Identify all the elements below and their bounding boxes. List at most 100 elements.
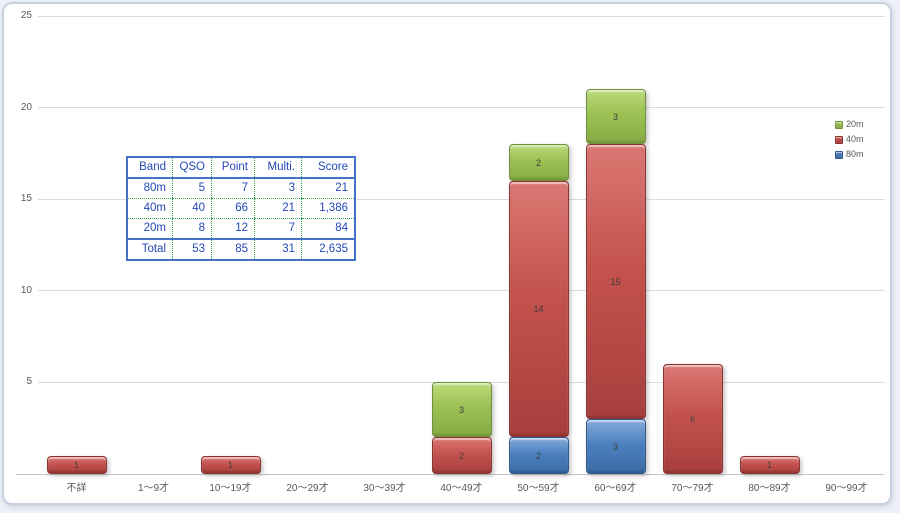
stacked-bar-8: 3 15 3: [585, 89, 646, 474]
bar-segment-value: 3: [458, 404, 464, 415]
table-header-qso: QSO: [172, 157, 212, 179]
bar-segment-value: 2: [535, 157, 541, 168]
legend-swatch-20m: [835, 120, 843, 129]
category-column: 6 70～79才: [654, 0, 731, 494]
category-column: 1 80～89才: [731, 0, 808, 494]
categories-container: 1 不詳 1～9才 1 10～19才 20～29才 30～39才 2 3 40～49才 2 14 2 50…: [38, 0, 885, 494]
legend-label: 40m: [846, 134, 864, 144]
x-axis-line: [16, 474, 884, 475]
table-cell: 53: [172, 239, 212, 260]
category-column: 2 3 40～49才: [423, 0, 500, 494]
x-axis-category-label: 20～29才: [286, 483, 329, 494]
bar-segment-80m: 3: [585, 419, 646, 474]
bar-segment-20m: 2: [508, 144, 569, 181]
legend-item-80m: 80m: [835, 150, 864, 159]
score-table-body: 80m 5 7 3 21 40m 40 66 21 1,386 20m 8 12 7 84 Total 53 85…: [127, 178, 355, 260]
table-cell: 40m: [127, 198, 173, 219]
table-cell: 21: [254, 198, 302, 219]
score-table-header: Band QSO Point Multi. Score: [127, 157, 355, 179]
y-axis-tick-label: 5: [26, 376, 32, 388]
bar-segment-value: 1: [766, 459, 772, 470]
bar-segment-40m: 15: [585, 144, 646, 420]
legend-item-20m: 20m: [835, 120, 864, 129]
table-cell: 12: [211, 218, 255, 240]
table-cell: Total: [141, 243, 166, 255]
stacked-bar-9: 6: [662, 364, 723, 474]
x-axis-category-label: 80～89才: [748, 483, 791, 494]
bar-segment-value: 2: [535, 450, 541, 461]
table-row-total: Total 53 85 31 2,635: [127, 239, 355, 260]
stacked-bar-10: 1: [739, 455, 800, 474]
table-cell: 66: [211, 198, 255, 219]
x-axis-category-label: 10～19才: [209, 483, 252, 494]
table-row-80m: 80m 5 7 3 21: [127, 178, 355, 199]
table-cell: 5: [172, 178, 212, 199]
bar-segment-40m: 1: [46, 455, 107, 474]
category-column: 30～39才: [346, 0, 423, 494]
table-cell: 20m: [127, 218, 173, 240]
bar-segment-value: 1: [227, 459, 233, 470]
bar-segment-40m: 1: [200, 455, 261, 474]
gridline: [38, 290, 885, 292]
table-cell: 85: [211, 239, 255, 260]
category-column: 1 不詳: [38, 0, 115, 494]
table-cell: 2,635: [301, 239, 355, 260]
gridline: [38, 198, 885, 200]
bar-segment-value: 1: [73, 459, 79, 470]
gridline: [38, 381, 885, 383]
x-axis-category-label: 90～99才: [825, 483, 868, 494]
category-column: 90～99才: [808, 0, 885, 494]
table-header-point: Point: [211, 157, 255, 179]
bar-segment-40m: 2: [431, 437, 492, 474]
x-axis-category-label: 60～69才: [594, 483, 637, 494]
legend-label: 20m: [846, 119, 864, 129]
y-axis-tick-label: 10: [20, 284, 32, 296]
bar-segment-value: 15: [610, 276, 621, 287]
bar-segment-40m: 6: [662, 364, 723, 474]
table-row-20m: 20m 8 12 7 84: [127, 218, 355, 240]
legend-swatch-40m: [835, 135, 843, 144]
gridline: [38, 15, 885, 17]
gridline: [38, 107, 885, 109]
table-cell: 7: [254, 218, 302, 240]
x-axis-category-label: 1～9才: [137, 483, 170, 494]
score-summary-table: Band QSO Point Multi. Score 80m 5 7 3 21 40m 40 66 2…: [126, 156, 356, 261]
table-cell: 84: [301, 218, 355, 240]
bar-segment-value: 3: [612, 441, 618, 452]
table-cell: 40: [172, 198, 212, 219]
bar-segment-40m: 1: [739, 455, 800, 474]
bar-segment-20m: 3: [431, 382, 492, 438]
category-column: 20～29才: [269, 0, 346, 494]
bar-segment-value: 6: [689, 414, 695, 425]
x-axis-category-label: 50～59才: [517, 483, 560, 494]
table-cell: 80m: [127, 178, 173, 199]
table-cell: 1,386: [301, 198, 355, 219]
table-cell: 21: [301, 178, 355, 199]
legend-label: 80m: [846, 149, 864, 159]
category-column: 3 15 3 60～69才: [577, 0, 654, 494]
bar-segment-80m: 2: [508, 437, 569, 474]
table-header-score: Score: [301, 157, 355, 179]
chart-legend: 20m 40m 80m: [835, 120, 864, 165]
bar-segment-value: 2: [458, 450, 464, 461]
x-axis-category-label: 30～39才: [363, 483, 406, 494]
stacked-bar-3: 1: [200, 455, 261, 474]
x-axis-category-label: 不詳: [66, 483, 87, 494]
stacked-bar-7: 2 14 2: [508, 144, 569, 474]
table-cell: 3: [254, 178, 302, 199]
stacked-bar-1: 1: [46, 455, 107, 474]
y-axis-tick-label: 15: [20, 193, 32, 205]
table-cell: 7: [211, 178, 255, 199]
bar-segment-20m: 3: [585, 89, 646, 145]
x-axis-category-label: 70～79才: [671, 483, 714, 494]
bar-segment-40m: 14: [508, 180, 569, 438]
table-cell: 31: [254, 239, 302, 260]
table-row-40m: 40m 40 66 21 1,386: [127, 198, 355, 219]
legend-item-40m: 40m: [835, 135, 864, 144]
table-cell: 8: [172, 218, 212, 240]
y-axis-tick-label: 25: [20, 10, 32, 21]
category-column: 1 10～19才: [192, 0, 269, 494]
table-header-band: Band: [127, 157, 173, 179]
bar-segment-value: 14: [533, 304, 544, 315]
